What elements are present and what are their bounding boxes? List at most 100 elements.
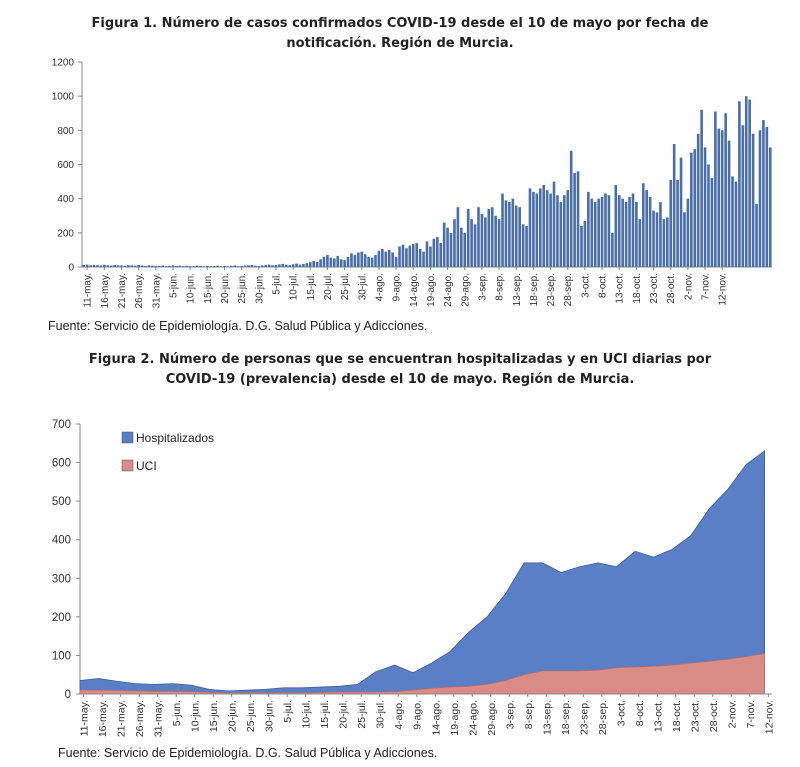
x-tick-label: 18-oct. <box>632 273 643 304</box>
x-tick-label: 20-jul. <box>338 700 350 729</box>
bar <box>456 207 460 267</box>
bar <box>635 202 638 267</box>
x-tick-label: 13-oct. <box>652 700 664 732</box>
bar <box>600 196 604 267</box>
y-tick-label: 800 <box>57 126 74 137</box>
bar <box>738 101 741 268</box>
bar <box>171 265 175 267</box>
x-tick-label: 3-sep. <box>477 273 488 301</box>
bar <box>593 202 597 267</box>
bar <box>528 188 532 267</box>
bar <box>484 217 487 267</box>
bar <box>700 109 703 267</box>
bar <box>511 198 515 267</box>
bar <box>154 265 158 267</box>
bar <box>525 226 528 267</box>
bar <box>587 191 590 267</box>
bar <box>432 238 436 267</box>
bar <box>638 219 642 267</box>
x-tick-label: 10-jun. <box>190 700 202 732</box>
bar <box>508 202 511 267</box>
x-tick-label: 13-sep. <box>512 273 523 306</box>
bar <box>751 133 755 267</box>
bar <box>676 179 679 267</box>
bar <box>652 210 655 267</box>
y-tick-label: 0 <box>65 689 71 701</box>
bar <box>144 265 147 267</box>
x-tick-label: 5-jun. <box>171 700 183 726</box>
y-tick-label: 400 <box>57 194 74 205</box>
x-tick-label: 11-may. <box>79 700 91 736</box>
bar <box>686 198 690 267</box>
x-tick-label: 3-oct. <box>580 273 591 298</box>
figure1-source: Fuente: Servicio de Epidemiología. D.G. … <box>48 319 428 333</box>
bar <box>765 126 769 268</box>
bar <box>127 265 130 267</box>
bar <box>236 266 240 267</box>
bar <box>497 219 501 267</box>
x-tick-label: 10-jul. <box>289 273 300 300</box>
bar <box>645 190 649 267</box>
bar <box>123 265 127 267</box>
bar <box>374 255 377 267</box>
bar <box>762 120 765 267</box>
x-tick-label: 10-jun. <box>186 273 197 304</box>
bar <box>230 265 233 267</box>
bar <box>449 232 453 267</box>
figure2-title-line1: Figura 2. Número de personas que se encu… <box>88 352 712 367</box>
bar <box>271 265 274 267</box>
figure1-bar-chart: 0 200 400 600 800 1000 1200 11-may. 16-may. 21-ma… <box>52 58 772 308</box>
bar <box>274 264 278 267</box>
bar <box>157 265 161 267</box>
bar <box>690 152 693 267</box>
bar <box>727 140 731 267</box>
bar <box>247 265 250 267</box>
figure2-title-line2: COVID-19 (prevalencia) desde el 10 de ma… <box>165 372 635 387</box>
x-tick-label: 30-jun. <box>254 273 265 304</box>
bar <box>178 265 182 267</box>
bar <box>257 265 261 267</box>
x-tick-label: 20-jun. <box>227 700 239 732</box>
bar <box>741 125 745 267</box>
bar <box>219 266 223 267</box>
x-tick-label: 26-may. <box>134 700 146 737</box>
bar <box>164 266 168 267</box>
x-tick-label: 31-may. <box>153 700 165 737</box>
bar <box>563 195 566 267</box>
bar <box>322 256 326 267</box>
bar <box>439 243 443 267</box>
bar <box>693 149 697 267</box>
bar <box>617 195 621 267</box>
x-tick-label: 29-ago. <box>460 273 471 307</box>
x-tick-label: 28-oct. <box>666 273 677 304</box>
legend-label-hospitalizados: Hospitalizados <box>136 431 214 445</box>
x-tick-label: 12-nov. <box>718 273 729 306</box>
y-tick-label: 200 <box>52 612 71 624</box>
x-tick-label: 5-jul. <box>282 700 294 723</box>
bar <box>168 265 171 267</box>
bar <box>580 226 583 267</box>
bar <box>597 198 600 267</box>
x-tick-label: 7-nov. <box>701 273 712 300</box>
bar <box>82 264 86 267</box>
bar <box>377 250 381 267</box>
x-tick-label: 2-nov. <box>726 700 738 728</box>
bar <box>624 202 628 267</box>
bar <box>295 263 298 267</box>
bar <box>559 202 563 267</box>
bar <box>755 203 758 267</box>
y-tick-label: 400 <box>52 535 71 547</box>
bar <box>254 265 257 267</box>
bar <box>614 185 618 267</box>
x-tick-label: 8-oct. <box>598 273 609 298</box>
bar <box>315 261 319 267</box>
bar <box>398 246 401 267</box>
bar <box>552 181 556 267</box>
x-tick-label: 8-sep. <box>495 273 506 301</box>
x-tick-label: 23-sep. <box>578 700 590 735</box>
bar <box>641 183 645 267</box>
x-tick-label: 15-jul. <box>306 273 317 300</box>
bar <box>384 251 388 267</box>
bar <box>514 205 518 267</box>
x-tick-label: 25-jun. <box>245 700 257 732</box>
